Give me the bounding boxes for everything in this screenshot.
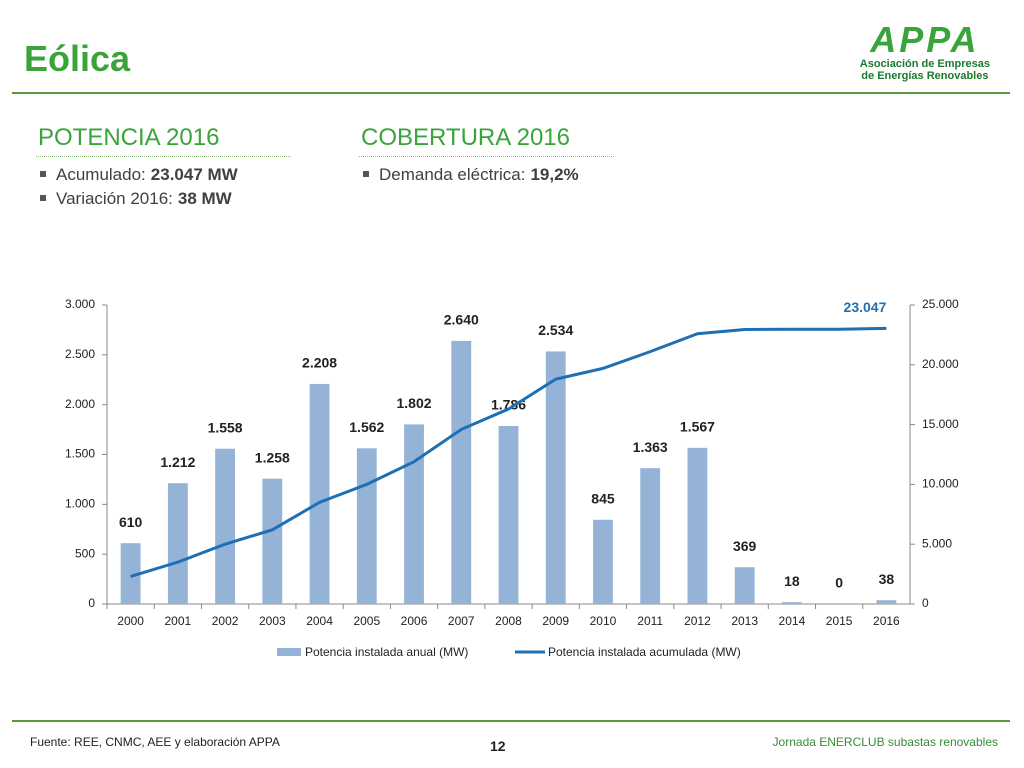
- logo: APPA Asociación de Empresas de Energías …: [859, 19, 990, 83]
- bullet: Acumulado: 23.047 MW: [38, 165, 291, 189]
- y2-tick-label: 25.000: [922, 297, 959, 311]
- data-label: 38: [879, 571, 895, 587]
- footer-event: Jornada ENERCLUB subastas renovables: [772, 735, 998, 749]
- data-label: 1.258: [255, 449, 290, 465]
- bar: [309, 383, 330, 604]
- bullet: Demanda eléctrica: 19,2%: [361, 165, 614, 189]
- x-tick-label: 2005: [353, 614, 380, 628]
- bar: [167, 483, 188, 604]
- logo-mark: APPA: [870, 19, 980, 60]
- bullet-marker: [40, 195, 46, 202]
- x-tick-label: 2012: [684, 614, 711, 628]
- data-label: 1.212: [160, 454, 195, 470]
- header-rule: [12, 92, 1010, 94]
- section-rule: [36, 156, 291, 157]
- footer-rule: [12, 720, 1010, 722]
- x-tick-label: 2008: [495, 614, 522, 628]
- section: COBERTURA 2016 Demanda eléctrica: 19,2%: [359, 124, 614, 189]
- y-tick-label: 1.000: [65, 497, 95, 511]
- bullet-label: Variación 2016:: [56, 189, 173, 208]
- x-tick-label: 2015: [826, 614, 853, 628]
- bar: [262, 478, 283, 604]
- page-number: 12: [490, 738, 506, 754]
- bullet-marker: [363, 171, 369, 178]
- y-tick-label: 3.000: [65, 297, 95, 311]
- y-tick-label: 0: [88, 596, 95, 610]
- section: POTENCIA 2016 Acumulado: 23.047 MW Variac…: [36, 124, 291, 213]
- data-label: 2.534: [538, 322, 573, 338]
- bar: [404, 424, 424, 604]
- logo-text: de Energías Renovables: [861, 70, 989, 82]
- slide-title: Eólica: [24, 38, 131, 79]
- section-title: POTENCIA 2016: [38, 124, 220, 151]
- x-tick-label: 2016: [873, 614, 900, 628]
- x-tick-label: 2011: [637, 614, 663, 628]
- x-tick-label: 2000: [117, 614, 144, 628]
- x-tick-label: 2001: [165, 614, 192, 628]
- y-tick-label: 2.000: [65, 397, 95, 411]
- bar: [593, 519, 613, 604]
- line: [130, 326, 887, 578]
- data-label: 1.363: [633, 439, 668, 455]
- bullet-value: 23.047 MW: [150, 165, 238, 184]
- data-label: 1.567: [680, 419, 715, 435]
- logo-text: Asociación de Empresas: [859, 58, 990, 70]
- data-label: 845: [591, 490, 615, 506]
- bar: [545, 351, 566, 604]
- data-label: 369: [733, 538, 757, 554]
- x-tick-label: 2014: [779, 614, 806, 628]
- bar: [687, 447, 708, 604]
- data-label: 1.786: [491, 397, 526, 413]
- bar: [640, 468, 661, 604]
- y-tick-label: 1.500: [65, 447, 95, 461]
- data-label: 23.047: [844, 299, 887, 315]
- data-label: 18: [784, 573, 800, 589]
- bullet-label: Demanda eléctrica:: [379, 165, 526, 184]
- x-tick-label: 2006: [401, 614, 428, 628]
- y2-tick-label: 15.000: [922, 417, 959, 431]
- x-tick-label: 2013: [731, 614, 758, 628]
- x-tick-label: 2009: [542, 614, 569, 628]
- y2-tick-label: 10.000: [922, 477, 959, 491]
- bar: [451, 340, 472, 604]
- bar: [120, 543, 141, 604]
- x-tick-label: 2003: [259, 614, 286, 628]
- legend-label: Potencia instalada anual (MW): [305, 645, 468, 659]
- data-label: 610: [119, 514, 143, 530]
- section-rule: [359, 156, 614, 157]
- x-tick-label: 2007: [448, 614, 475, 628]
- bullet-marker: [40, 171, 46, 178]
- bar: [781, 602, 802, 604]
- data-label: 1.558: [208, 419, 243, 435]
- bullet-label: Acumulado:: [56, 165, 146, 184]
- data-label: 1.802: [397, 395, 432, 411]
- footer-source: Fuente: REE, CNMC, AEE y elaboración APP…: [30, 735, 280, 749]
- x-tick-label: 2004: [306, 614, 333, 628]
- bar: [356, 448, 377, 604]
- y2-tick-label: 20.000: [922, 357, 959, 371]
- x-tick-label: 2010: [590, 614, 617, 628]
- bar: [876, 600, 897, 604]
- y-tick-label: 500: [75, 546, 95, 560]
- bullet-value: 38 MW: [177, 189, 232, 208]
- bar: [215, 448, 236, 604]
- section-title: COBERTURA 2016: [361, 124, 570, 151]
- y2-tick-label: 5.000: [922, 536, 952, 550]
- y2-tick-label: 0: [922, 596, 929, 610]
- legend-label: Potencia instalada acumulada (MW): [548, 645, 741, 659]
- data-label: 2.208: [302, 355, 337, 371]
- y-tick-label: 2.500: [65, 347, 95, 361]
- data-label: 0: [835, 575, 843, 591]
- data-label: 2.640: [444, 312, 479, 328]
- bullet-value: 19,2%: [530, 165, 579, 184]
- legend-swatch: [277, 648, 301, 656]
- data-label: 1.562: [349, 419, 384, 435]
- bar: [734, 567, 755, 604]
- bullet: Variación 2016: 38 MW: [38, 189, 291, 213]
- bar: [498, 425, 519, 604]
- x-tick-label: 2002: [212, 614, 239, 628]
